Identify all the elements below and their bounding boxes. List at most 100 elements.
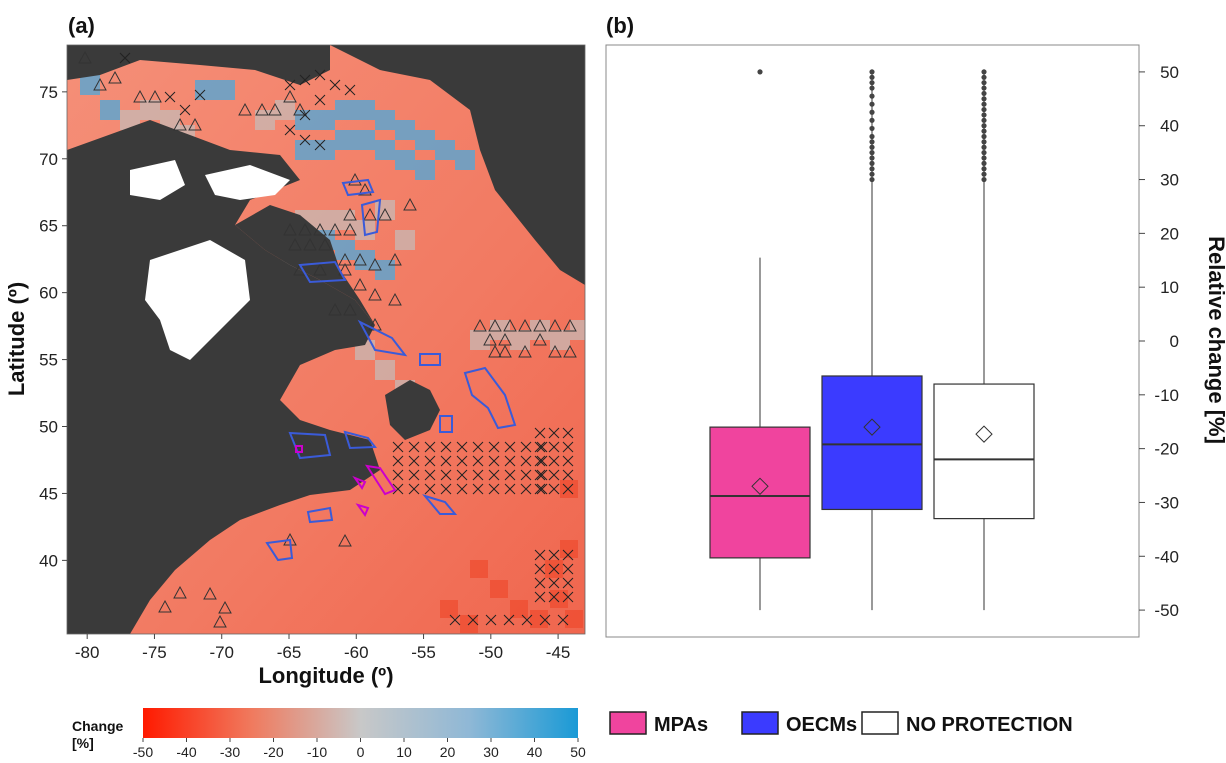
cross-marker — [504, 469, 516, 481]
triangle-marker — [368, 287, 382, 301]
cross-marker — [504, 441, 516, 453]
cross-marker — [539, 614, 551, 626]
cross-marker — [534, 577, 546, 589]
heat-cell — [565, 610, 583, 628]
mpa-outline — [364, 464, 397, 496]
triangle-marker — [328, 302, 342, 316]
cross-marker — [548, 577, 560, 589]
heat-cell — [120, 110, 140, 130]
land-north-america — [67, 120, 380, 634]
legend-swatch — [609, 711, 647, 735]
box-oecms — [821, 69, 923, 611]
foxe-basin — [130, 160, 185, 200]
map-frame — [66, 44, 586, 635]
colorbar-tick-label: -20 — [263, 744, 283, 760]
cross-marker — [424, 469, 436, 481]
cross-marker — [449, 614, 461, 626]
oecm-outline — [357, 319, 408, 357]
box-outlier-point — [757, 69, 763, 75]
cross-marker — [314, 69, 326, 81]
heat-cell — [255, 110, 275, 130]
land-greenland — [330, 45, 585, 285]
boxplot-y-tick-label: -40 — [1154, 547, 1179, 566]
cross-marker — [284, 124, 296, 136]
heat-cell — [375, 140, 395, 160]
mpa-outline — [352, 475, 367, 490]
cross-marker — [488, 469, 500, 481]
oecm-outline — [306, 506, 334, 524]
cross-marker — [548, 483, 560, 495]
map-axes: -80 -75 -70 -65 -60 -55 -50 -45 40 45 50 55 60 65 70 75 — [39, 83, 570, 662]
box-outlier-point — [869, 150, 875, 156]
cross-marker — [548, 563, 560, 575]
legend-label: MPAs — [654, 714, 708, 736]
cross-marker — [536, 455, 548, 467]
triangle-marker — [378, 207, 392, 221]
map-y-tick-label: 65 — [39, 217, 58, 236]
map-y-tick-label: 60 — [39, 284, 58, 303]
cross-marker — [392, 455, 404, 467]
heat-cell — [530, 610, 548, 628]
box-mean-marker — [863, 418, 881, 436]
box-outlier-point — [981, 96, 987, 102]
box-no-protection — [933, 69, 1035, 611]
triangle-marker — [203, 586, 217, 600]
land-baffin — [67, 45, 330, 85]
cross-marker — [467, 614, 479, 626]
oecm-outline — [360, 198, 382, 237]
triangle-marker — [158, 599, 172, 613]
cross-marker — [472, 469, 484, 481]
map-x-tick-label: -70 — [209, 643, 234, 662]
oecm-outline — [463, 366, 517, 430]
triangle-marker — [503, 318, 517, 332]
cross-marker — [440, 455, 452, 467]
triangle-marker — [403, 197, 417, 211]
cross-marker — [424, 441, 436, 453]
cross-marker — [548, 549, 560, 561]
oecm-outline — [439, 415, 453, 433]
triangle-marker — [93, 77, 107, 91]
box-outlier-point — [869, 166, 875, 172]
triangle-marker — [338, 262, 352, 276]
heat-cell — [395, 230, 415, 250]
box-mpas — [709, 69, 811, 611]
triangle-marker — [563, 318, 577, 332]
box-outlier-point — [981, 101, 987, 107]
cross-marker — [548, 469, 560, 481]
triangle-marker — [473, 318, 487, 332]
heat-cell — [295, 140, 315, 160]
oecm-outline — [298, 260, 347, 284]
colorbar-tick-label: -10 — [307, 744, 327, 760]
box-outlier-point — [869, 139, 875, 145]
heat-cell — [435, 140, 455, 160]
triangle-marker — [293, 102, 307, 116]
cross-marker — [520, 455, 532, 467]
box-outlier-point — [869, 125, 875, 132]
cross-marker — [329, 79, 341, 91]
triangle-marker — [78, 50, 92, 64]
box-outlier-point — [869, 109, 875, 115]
cross-marker — [548, 427, 560, 439]
cross-marker — [472, 455, 484, 467]
cross-marker — [299, 109, 311, 121]
box-outlier-point — [981, 139, 987, 145]
heat-cell — [510, 330, 530, 350]
triangle-marker — [313, 262, 327, 276]
heat-cell — [335, 240, 355, 260]
cross-marker — [562, 549, 574, 561]
triangle-marker — [173, 585, 187, 599]
heat-cell — [355, 100, 375, 120]
box-outlier-point — [869, 144, 875, 150]
triangle-marker — [488, 318, 502, 332]
cross-marker — [440, 483, 452, 495]
heat-cell — [570, 320, 585, 340]
cross-marker — [440, 441, 452, 453]
cross-marker — [562, 483, 574, 495]
heat-cell — [395, 150, 415, 170]
mpa-outline — [355, 503, 370, 518]
triangle-marker — [563, 344, 577, 358]
triangle-marker — [358, 182, 372, 196]
boxplot-series — [709, 69, 1035, 611]
cross-marker — [534, 427, 546, 439]
triangle-marker — [348, 172, 362, 186]
